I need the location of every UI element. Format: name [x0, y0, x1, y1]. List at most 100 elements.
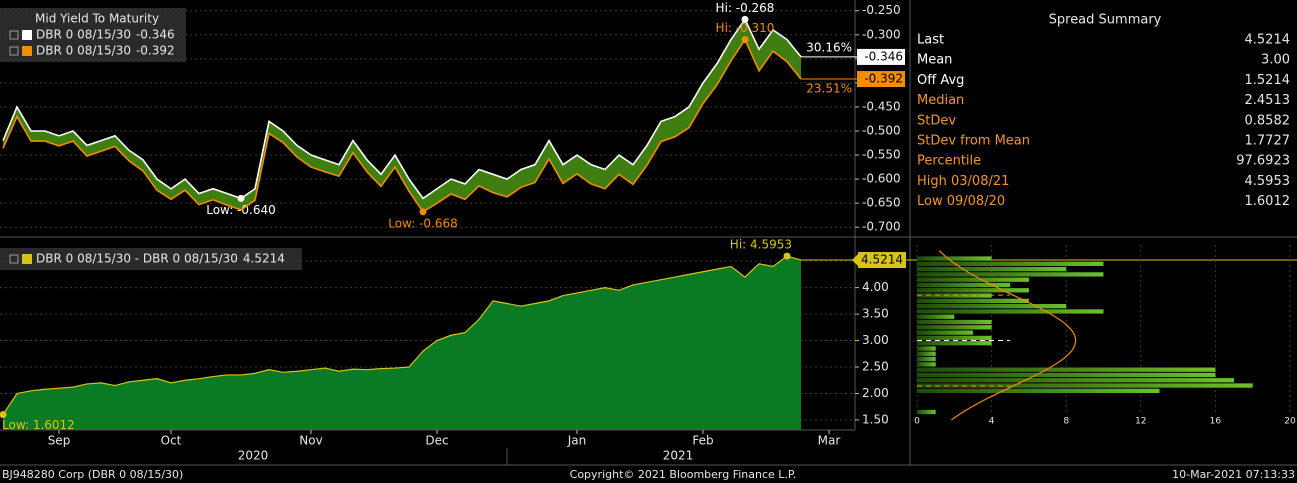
- area-fill: [3, 256, 801, 430]
- y-tick-label: 3.50: [862, 307, 889, 321]
- percent-label: 23.51%: [806, 82, 852, 96]
- summary-label: Mean: [917, 53, 952, 68]
- legend-box: [0, 248, 302, 270]
- legend-label: DBR 0 08/15/30: [36, 44, 131, 58]
- x-tick-label: 4: [989, 417, 995, 427]
- high-label: Hi: 4.5953: [730, 238, 792, 252]
- hist-bar: [917, 309, 1104, 314]
- y-tick-label: -0.300: [862, 27, 901, 41]
- y-tick-label: -0.550: [862, 148, 901, 162]
- low-label: Low: -0.668: [388, 216, 458, 230]
- last-value-label: 4.5214: [861, 253, 903, 267]
- hist-bar: [917, 277, 1029, 282]
- hist-bar: [917, 288, 1029, 293]
- hist-bar: [917, 319, 992, 325]
- high-point: [741, 36, 749, 44]
- summary-label: Off Avg: [917, 73, 964, 88]
- legend-value: -0.392: [136, 44, 175, 58]
- summary-label: Median: [917, 93, 964, 108]
- low-point: [0, 411, 7, 419]
- x-tick-label: 16: [1210, 417, 1222, 427]
- summary-label: Low 09/08/20: [917, 194, 1005, 209]
- summary-label: StDev from Mean: [917, 134, 1030, 149]
- x-tick-label: Mar: [818, 434, 841, 448]
- x-tick-label: Nov: [299, 434, 322, 448]
- x-tick-label: 12: [1135, 417, 1146, 427]
- hist-bar: [917, 346, 936, 351]
- summary-value: 97.6923: [1236, 154, 1290, 169]
- hist-bar: [917, 330, 973, 335]
- high-label: Hi: -0.268: [716, 1, 775, 15]
- high-label: Hi: -0.310: [716, 21, 775, 35]
- legend-icon: [9, 30, 19, 40]
- hist-bar: [917, 378, 1235, 383]
- last-value-box: [858, 252, 906, 269]
- legend-title: Mid Yield To Maturity: [35, 12, 159, 26]
- legend-label: DBR 0 08/15/30 - DBR 0 08/15/30: [36, 252, 238, 266]
- y-tick-label: -0.250: [862, 3, 901, 17]
- y-tick-label: 3.00: [862, 333, 889, 347]
- summary-value: 0.8582: [1245, 113, 1291, 128]
- legend-icon: [9, 46, 19, 56]
- yield-line: [2, 17, 802, 200]
- legend-value: -0.346: [136, 28, 175, 42]
- hist-bar: [917, 351, 936, 356]
- hist-bar: [917, 362, 936, 367]
- year-label: 2021: [663, 449, 694, 463]
- hist-bar: [917, 341, 992, 346]
- x-tick-label: 8: [1063, 417, 1069, 427]
- normal-curve: [938, 250, 1077, 421]
- y-tick-label: 4.00: [862, 280, 889, 294]
- x-tick-label: 0: [914, 417, 920, 427]
- summary-value: 3.00: [1261, 53, 1290, 68]
- summary-value: 4.5214: [1245, 33, 1291, 48]
- legend-value: 4.5214: [243, 252, 285, 266]
- legend-icon: [9, 254, 19, 264]
- summary-label: Last: [917, 33, 944, 48]
- area-line: [2, 255, 802, 415]
- year-label: 2020: [238, 449, 269, 463]
- summary-value: 1.6012: [1245, 194, 1291, 209]
- low-point: [419, 208, 427, 216]
- footer-center: Copyright© 2021 Bloomberg Finance L.P.: [570, 468, 797, 481]
- hist-bar: [917, 325, 992, 330]
- x-tick-label: 20: [1284, 417, 1296, 427]
- hist-bar: [917, 314, 955, 319]
- summary-title: Spread Summary: [1049, 13, 1162, 28]
- hist-bar: [917, 335, 992, 341]
- hist-bar: [917, 372, 1216, 378]
- footer-left: BJ948280 Corp (DBR 0 08/15/30): [2, 468, 183, 481]
- hist-bar: [917, 266, 1067, 272]
- y-tick-label: 2.00: [862, 386, 889, 400]
- hist-bar: [917, 409, 936, 415]
- last-value-box: [857, 48, 905, 65]
- hist-bar: [917, 282, 1011, 288]
- hist-bar: [917, 388, 1160, 393]
- yield-line: [2, 37, 802, 213]
- hist-bar: [917, 367, 1216, 372]
- x-tick-label: Sep: [48, 434, 71, 448]
- x-tick-label: Jan: [567, 434, 587, 448]
- hist-bar: [917, 261, 1104, 266]
- hist-bar: [917, 272, 1104, 277]
- high-point: [741, 15, 749, 23]
- x-tick-label: Oct: [161, 434, 182, 448]
- footer-right: 10-Mar-2021 07:13:33: [1172, 468, 1295, 481]
- y-tick-label: -0.600: [862, 172, 901, 186]
- legend-label: DBR 0 08/15/30: [36, 28, 131, 42]
- y-tick-label: 1.50: [862, 412, 889, 426]
- high-point: [783, 252, 791, 260]
- last-value-label: -0.392: [864, 72, 903, 86]
- y-tick-label: -0.650: [862, 196, 901, 210]
- summary-value: 1.7727: [1245, 134, 1291, 149]
- last-value-label: -0.346: [864, 49, 903, 63]
- legend-swatch: [22, 254, 32, 264]
- spread-band: [3, 19, 801, 212]
- low-point: [237, 194, 245, 202]
- low-label: Low: 1.6012: [2, 418, 75, 432]
- hist-bar: [917, 356, 936, 362]
- y-tick-label: -0.700: [862, 220, 901, 234]
- hist-bar: [917, 304, 1067, 309]
- y-tick-label: 2.50: [862, 360, 889, 374]
